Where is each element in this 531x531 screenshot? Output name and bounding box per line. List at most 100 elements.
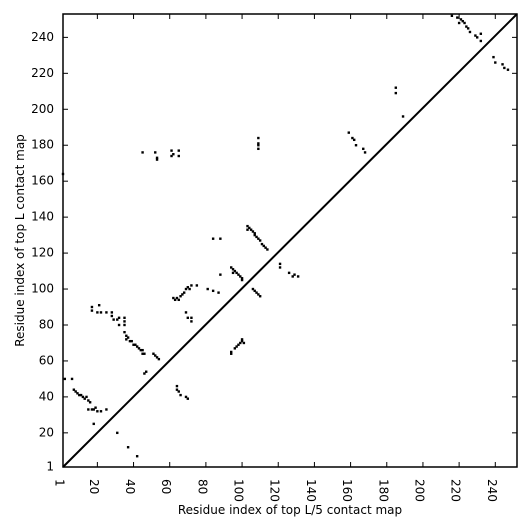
contact-point [179, 393, 182, 397]
plot-frame [62, 13, 518, 468]
contact-point [90, 305, 94, 309]
contact-point [237, 343, 240, 346]
contact-point [105, 311, 108, 314]
contact-point [230, 266, 233, 269]
contact-point [258, 295, 262, 298]
contact-point [139, 348, 142, 352]
x-tick-label: 60 [159, 479, 173, 494]
contact-point [99, 311, 103, 314]
contact-point [155, 356, 159, 359]
contact-point [287, 271, 291, 275]
x-tick-label: 240 [485, 479, 499, 502]
contact-point [465, 25, 468, 28]
contact-point [186, 316, 190, 319]
y-tick-label: 160 [31, 174, 54, 188]
contact-point [253, 233, 256, 237]
contact-point [251, 230, 255, 233]
contact-point [177, 390, 180, 393]
contact-point [262, 244, 265, 248]
contact-point [255, 235, 258, 239]
contact-point [257, 144, 260, 147]
contact-point [248, 226, 251, 230]
contact-point [76, 392, 79, 395]
contact-point [96, 311, 99, 314]
contact-point [354, 144, 358, 147]
contact-point [253, 289, 256, 293]
contact-point [394, 91, 398, 95]
contact-point [126, 446, 130, 449]
contact-point [239, 341, 242, 345]
contact-point [141, 151, 144, 154]
contact-point [363, 151, 367, 154]
contact-point [177, 154, 180, 158]
contact-point [211, 289, 215, 293]
y-tick-label: 20 [39, 425, 54, 439]
contact-point [217, 291, 220, 294]
contact-point [246, 224, 249, 228]
contact-point [90, 309, 94, 312]
contact-point [351, 136, 354, 140]
contact-point [125, 338, 128, 341]
contact-point [186, 286, 190, 289]
contact-point [362, 147, 365, 151]
contact-point [463, 21, 466, 25]
y-tick-label: 100 [31, 282, 54, 296]
contact-point [184, 287, 188, 291]
contact-point [170, 149, 173, 152]
x-tick-label: 20 [87, 479, 101, 494]
contact-point [70, 377, 74, 381]
contact-point [230, 350, 233, 354]
contact-point [179, 295, 182, 298]
contact-point [231, 268, 235, 271]
contact-point [206, 287, 209, 291]
contact-point [81, 395, 85, 399]
contact-point [123, 330, 126, 334]
contact-point [459, 18, 463, 21]
contact-point [90, 408, 94, 411]
contact-point [110, 314, 114, 318]
contact-point [235, 345, 238, 348]
contact-point [240, 277, 244, 280]
contact-point [251, 287, 255, 291]
contact-point [257, 293, 260, 296]
contact-point [506, 68, 510, 71]
y-tick-label: 220 [31, 66, 54, 80]
contact-point [494, 61, 497, 64]
contact-point [152, 352, 155, 355]
contact-point [79, 393, 83, 397]
x-tick-label: 120 [268, 479, 282, 502]
contact-point [264, 246, 267, 249]
contact-point [87, 408, 90, 411]
contact-point [78, 393, 81, 397]
x-tick-label: 180 [376, 479, 390, 502]
y-tick-label: 200 [31, 102, 54, 116]
contact-point [99, 410, 103, 413]
contact-point [175, 384, 179, 388]
contact-point [468, 30, 472, 34]
contact-point [125, 334, 128, 337]
contact-point [74, 390, 77, 393]
contact-point [123, 323, 126, 327]
contact-point [278, 262, 282, 266]
contact-point [240, 338, 244, 341]
contact-point [466, 27, 470, 30]
contact-point [83, 397, 86, 400]
contact-point [231, 271, 235, 275]
contact-point [233, 347, 237, 350]
x-tick-label: 220 [449, 479, 463, 502]
contact-point [258, 239, 262, 242]
contact-point [235, 271, 238, 275]
contact-point [219, 273, 222, 276]
contact-point [240, 278, 244, 282]
contact-point [190, 316, 193, 319]
contact-point [177, 298, 180, 302]
contact-point [461, 19, 464, 23]
contact-point [88, 401, 92, 404]
contact-point [184, 395, 188, 399]
y-tick-label: 140 [31, 210, 54, 224]
contact-point [237, 273, 240, 276]
contact-point [135, 345, 139, 348]
contact-point [157, 357, 161, 361]
